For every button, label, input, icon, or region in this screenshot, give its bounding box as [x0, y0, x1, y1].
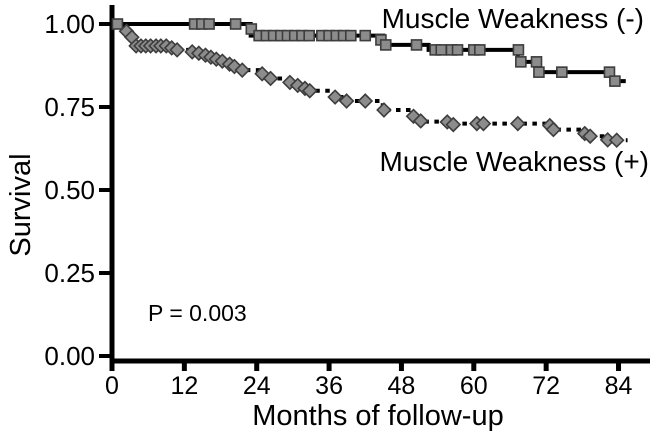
censor-mark-square: [111, 18, 124, 30]
censor-mark-diamond: [327, 89, 343, 105]
censor-mark-square: [512, 44, 525, 56]
censor-mark-square: [379, 39, 392, 51]
x-tick-label: 12: [170, 372, 198, 400]
censor-mark-square: [229, 18, 242, 30]
censor-mark-diamond: [509, 115, 526, 132]
censor-mark-diamond: [582, 128, 599, 145]
censor-mark-diamond: [545, 121, 562, 138]
y-tick-label: 0.00: [44, 341, 95, 371]
series-negative-censors: [111, 18, 621, 87]
x-tick-label: 60: [460, 372, 488, 400]
censor-mark-diamond: [412, 113, 429, 129]
censor-mark-square: [451, 44, 464, 56]
censor-mark-diamond: [262, 70, 279, 87]
x-axis-ticks: 0 12 24 36 48 60 72 84: [105, 361, 633, 400]
censor-mark-diamond: [357, 93, 374, 109]
x-tick-label: 84: [605, 372, 633, 400]
censor-mark-square: [359, 29, 372, 42]
censor-mark-diamond: [301, 82, 318, 99]
x-tick-label: 36: [315, 372, 343, 400]
censor-mark-diamond: [234, 62, 251, 78]
censor-mark-square: [410, 39, 423, 51]
censor-mark-diamond: [599, 132, 616, 148]
y-axis-title: Survival: [5, 153, 37, 256]
censor-mark-diamond: [376, 102, 392, 118]
series-negative-label: Muscle Weakness (-): [382, 3, 644, 34]
x-tick-label: 24: [243, 372, 271, 400]
x-tick-label: 72: [532, 372, 560, 400]
series-positive-label: Muscle Weakness (+): [380, 146, 649, 177]
censor-mark-square: [515, 56, 527, 68]
series-positive-censors: [118, 23, 625, 149]
censor-mark-square: [344, 29, 357, 42]
censor-mark-square: [556, 66, 568, 78]
y-tick-label: 0.25: [44, 258, 95, 288]
y-tick-label: 0.75: [44, 92, 95, 122]
censor-mark-square: [474, 44, 486, 56]
censor-mark-square: [435, 44, 448, 56]
x-tick-label: 0: [105, 372, 119, 400]
y-tick-label: 1.00: [44, 9, 95, 39]
censor-mark-diamond: [608, 132, 625, 149]
censor-mark-diamond: [338, 93, 355, 109]
censor-mark-square: [203, 18, 215, 30]
censor-mark-diamond: [445, 116, 462, 133]
y-tick-label: 0.50: [44, 175, 95, 205]
series-layer: [111, 18, 628, 149]
censor-mark-square: [303, 29, 315, 42]
censor-mark-square: [245, 23, 258, 35]
x-axis-title: Months of follow-up: [252, 400, 503, 432]
y-axis-ticks: 0.00 0.25 0.50 0.75 1.00: [44, 9, 112, 371]
censor-mark-square: [533, 66, 545, 78]
p-value-annotation: P = 0.003: [148, 300, 247, 326]
censor-mark-diamond: [169, 42, 185, 58]
censor-mark-diamond: [475, 115, 492, 132]
censor-mark-square: [530, 56, 543, 68]
x-tick-label: 48: [388, 372, 416, 400]
censor-mark-square: [609, 75, 621, 87]
